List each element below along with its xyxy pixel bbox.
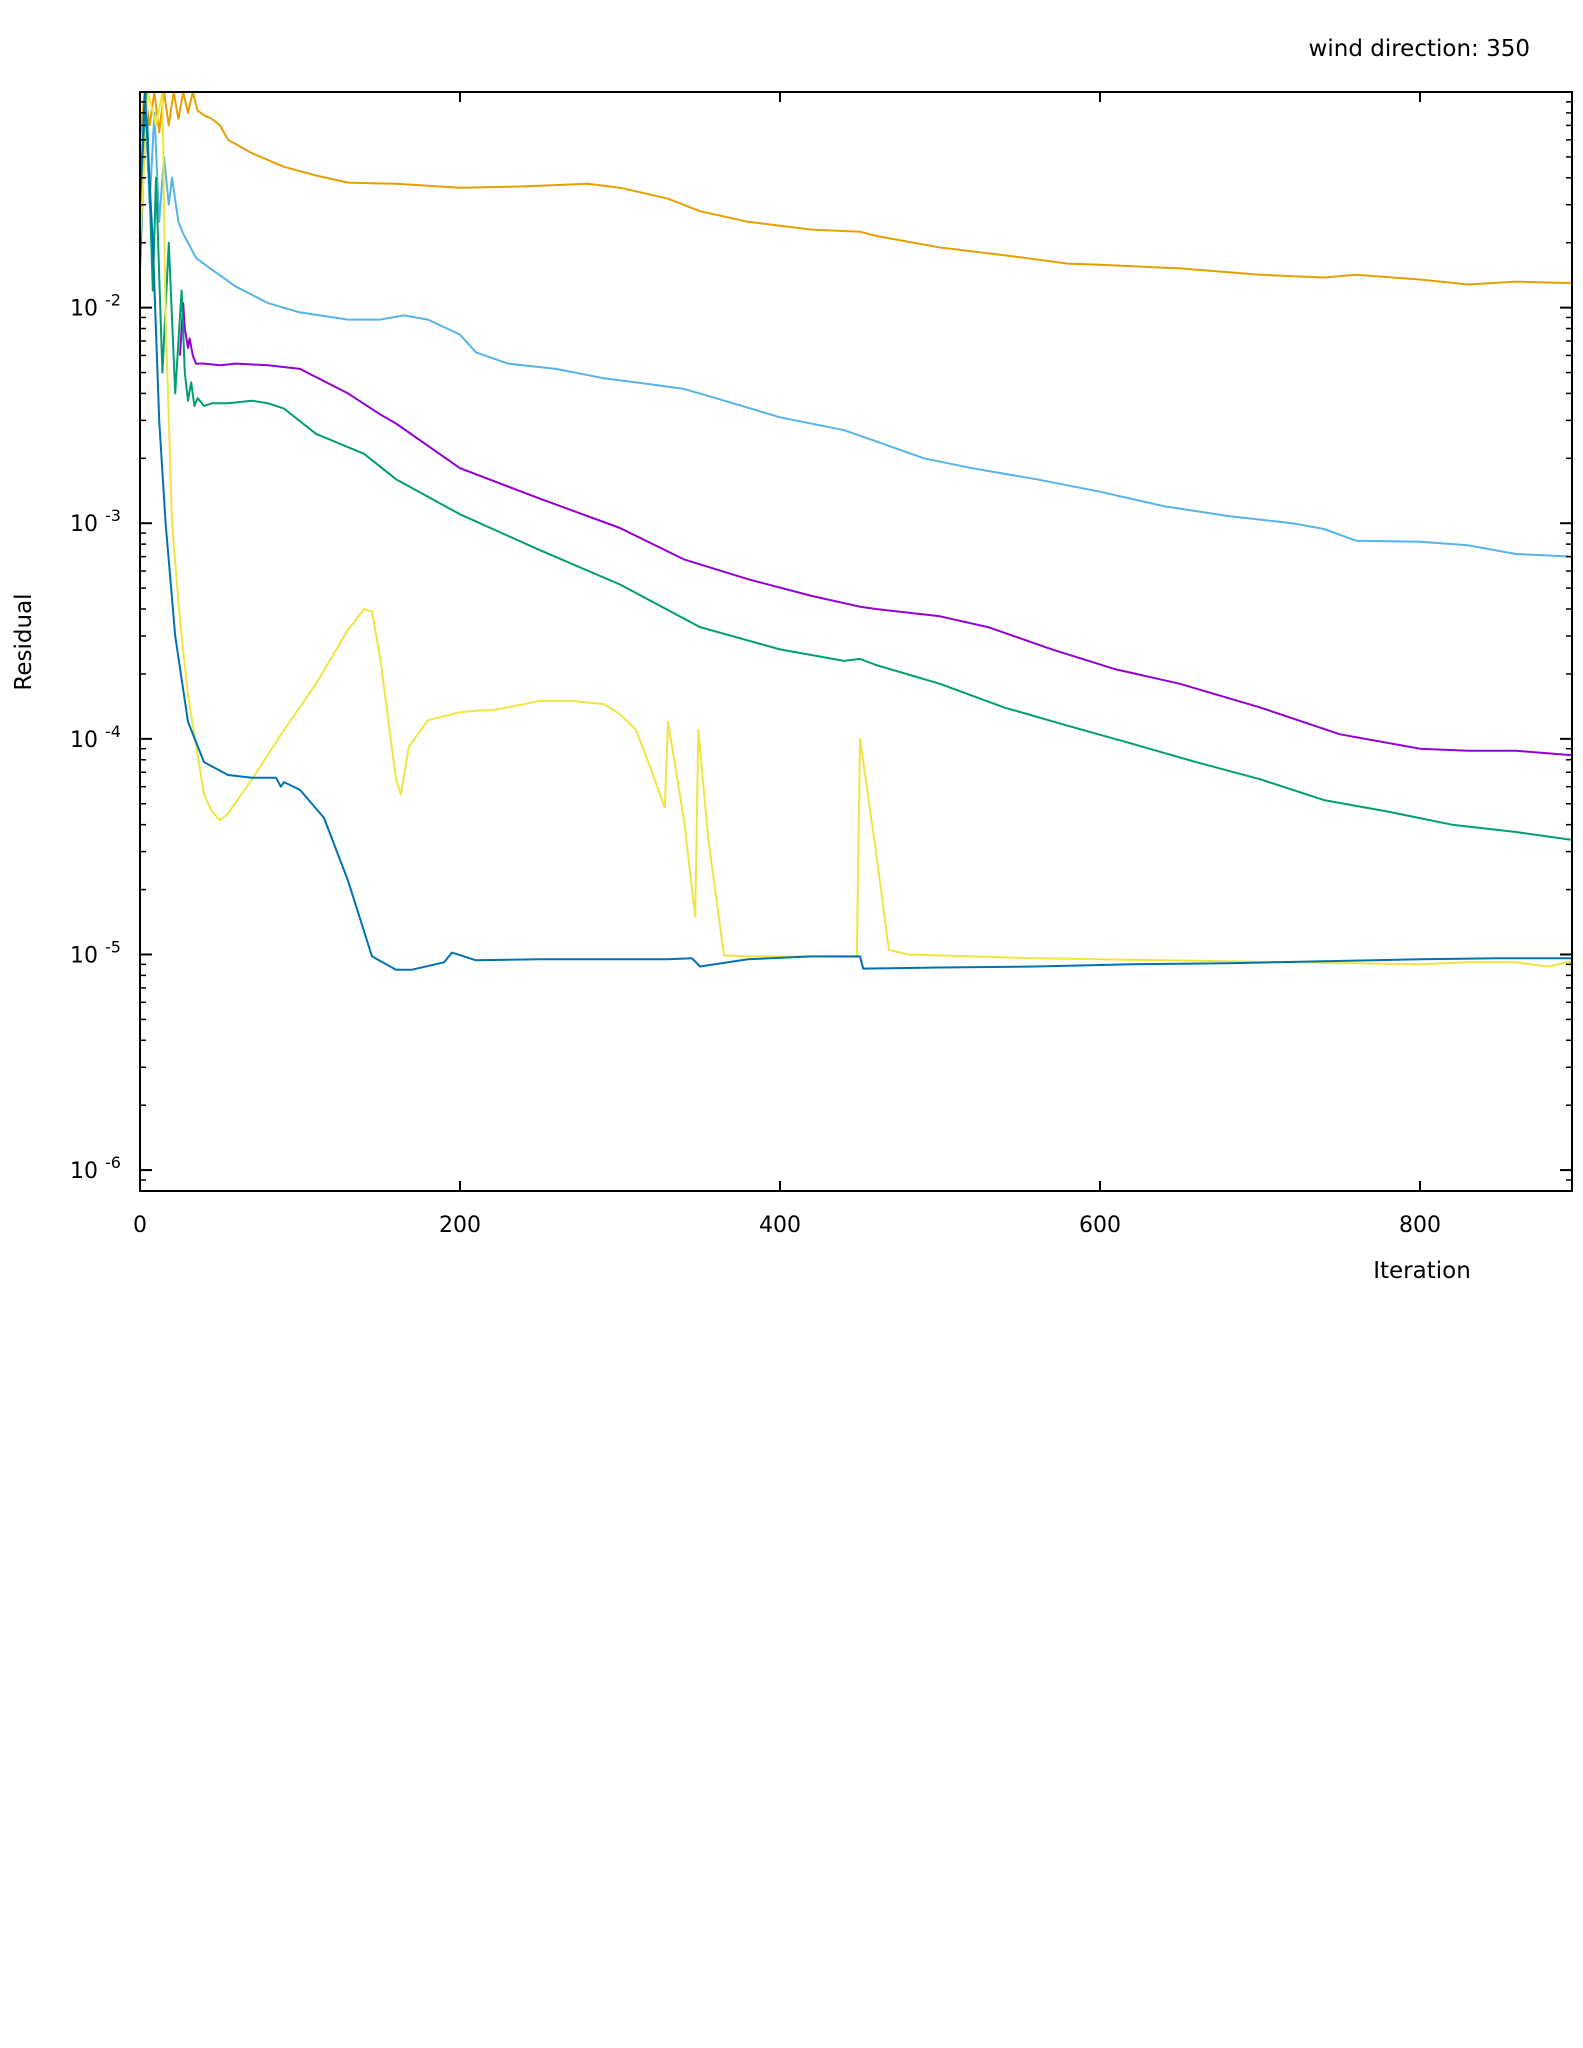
series-line-2 [140, 92, 1572, 558]
y-tick-label: 10 -2 [70, 291, 121, 322]
y-tick-label: 10 -3 [70, 506, 121, 537]
series-line-6 [140, 92, 1572, 971]
plot-frame [139, 91, 1573, 1192]
x-tick-label: 400 [759, 1213, 801, 1238]
x-tick-label: 800 [1399, 1213, 1441, 1238]
x-tick-label: 200 [439, 1213, 481, 1238]
x-axis: 0 200 400 600 800 [133, 92, 1441, 1238]
x-axis-label: Iteration [1373, 1258, 1471, 1284]
series-layer [140, 92, 1572, 971]
x-tick-label: 600 [1079, 1213, 1121, 1238]
chart-title: wind direction: 350 [1309, 36, 1530, 62]
series-line-4 [140, 92, 1572, 841]
y-tick-label: 10 -6 [70, 1153, 121, 1184]
x-tick-label: 0 [133, 1213, 147, 1238]
y-tick-label: 10 -5 [70, 937, 121, 968]
series-line-5 [140, 92, 1572, 968]
series-line-1 [140, 92, 1572, 286]
y-tick-label: 10 -4 [70, 722, 121, 753]
series-line-3 [179, 302, 1572, 757]
y-axis-label: Residual [11, 593, 37, 690]
y-axis: 10 -2 10 -3 10 -4 10 -5 10 -6 [70, 101, 1572, 1192]
